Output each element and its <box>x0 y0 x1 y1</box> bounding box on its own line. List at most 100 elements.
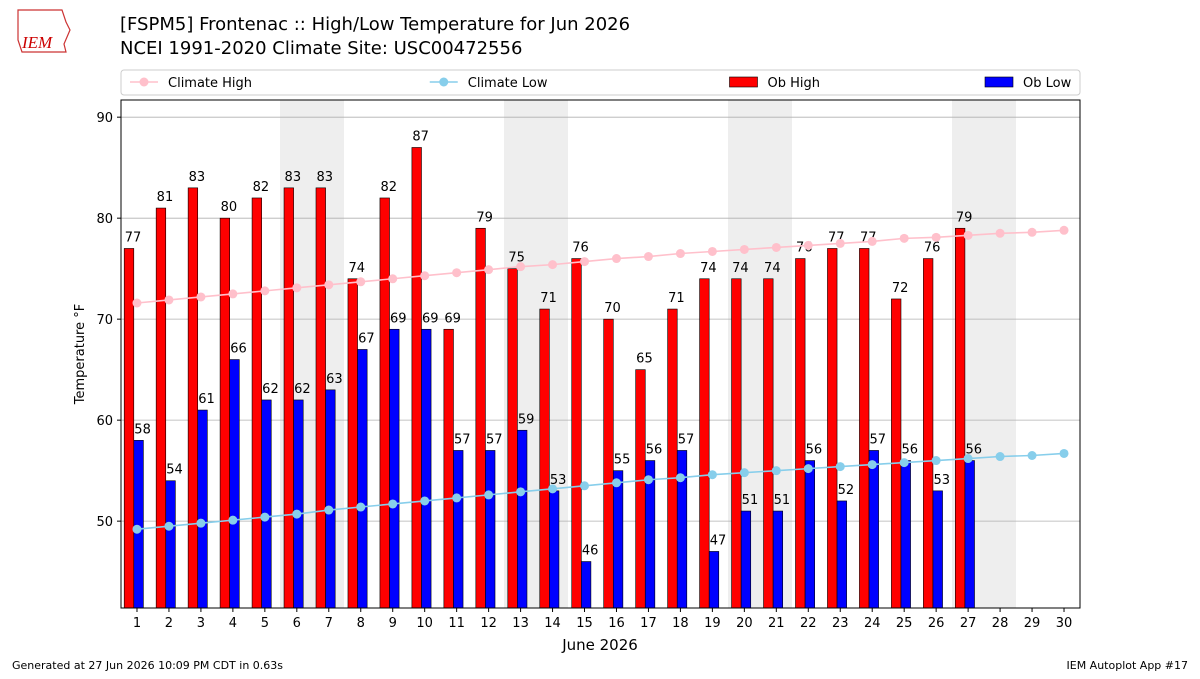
x-tick-label: 30 <box>1056 616 1073 631</box>
bar-label: 57 <box>486 432 503 447</box>
bar <box>772 510 784 609</box>
bar-label: 55 <box>614 453 631 468</box>
x-tick-label: 8 <box>357 616 365 631</box>
point <box>452 268 462 278</box>
x-tick-label: 17 <box>640 616 657 631</box>
point <box>835 238 845 248</box>
point <box>580 481 590 491</box>
point <box>196 292 206 302</box>
y-tick-label: 50 <box>96 515 113 530</box>
bar <box>229 359 240 609</box>
x-tick-label: 20 <box>736 616 753 631</box>
logo-outline <box>17 9 71 53</box>
bar-label: 79 <box>956 210 973 225</box>
bar <box>955 227 966 609</box>
point <box>675 473 685 483</box>
legend-label: Ob Low <box>1023 76 1072 91</box>
point <box>963 230 973 240</box>
x-tick-label: 26 <box>928 616 945 631</box>
bar <box>804 460 815 609</box>
bar-label: 52 <box>838 483 855 498</box>
bar <box>667 308 678 609</box>
bar-label: 72 <box>892 281 909 296</box>
x-tick-label: 10 <box>416 616 433 631</box>
bar-label: 83 <box>285 170 302 185</box>
x-tick-label: 11 <box>448 616 465 631</box>
point <box>963 454 973 464</box>
bar <box>795 258 806 609</box>
x-tick-label: 9 <box>389 616 397 631</box>
y-tick-label: 90 <box>96 111 113 126</box>
x-tick-label: 18 <box>672 616 689 631</box>
bar <box>539 308 550 609</box>
plot-frame <box>120 99 1081 609</box>
x-tick-label: 29 <box>1024 616 1041 631</box>
point <box>356 502 366 512</box>
point <box>707 246 717 256</box>
point <box>420 496 430 506</box>
x-tick-label: 27 <box>960 616 977 631</box>
x-axis-label: June 2026 <box>561 636 638 654</box>
bar-label: 54 <box>166 463 183 478</box>
bar <box>507 268 518 609</box>
bar-label: 83 <box>317 170 334 185</box>
bar-label: 62 <box>294 382 311 397</box>
x-tick-label: 24 <box>864 616 881 631</box>
point <box>643 475 653 485</box>
bar <box>731 278 742 609</box>
bar-label: 83 <box>189 170 206 185</box>
point <box>707 470 717 480</box>
point <box>803 240 813 250</box>
bar-label: 69 <box>422 311 439 326</box>
bar-label: 67 <box>358 331 375 346</box>
point <box>132 298 142 308</box>
point <box>899 458 909 468</box>
bar <box>827 248 838 609</box>
bar <box>411 147 422 609</box>
x-tick-label: 1 <box>133 616 141 631</box>
x-tick-label: 3 <box>197 616 205 631</box>
bar-label: 56 <box>902 443 919 458</box>
point <box>132 524 142 534</box>
footer-right: IEM Autoplot App #17 <box>1067 659 1189 672</box>
legend-swatch <box>729 76 758 88</box>
bar <box>293 399 304 609</box>
x-tick-label: 6 <box>293 616 301 631</box>
point <box>452 493 462 503</box>
bar <box>964 460 975 609</box>
point <box>516 487 526 497</box>
point <box>260 512 270 522</box>
bar <box>891 298 902 609</box>
point <box>548 484 558 494</box>
bar-label: 81 <box>157 190 174 205</box>
point <box>867 236 877 246</box>
bar-label: 62 <box>262 382 279 397</box>
bar-label: 82 <box>253 180 270 195</box>
point <box>675 249 685 259</box>
point <box>164 295 174 305</box>
chart-title: [FSPM5] Frontenac :: High/Low Temperatur… <box>120 14 630 35</box>
bar-label: 80 <box>221 200 238 215</box>
point <box>292 509 302 519</box>
bar <box>165 480 176 609</box>
bar-label: 53 <box>933 473 950 488</box>
point <box>484 265 494 275</box>
bar-label: 69 <box>390 311 407 326</box>
bar <box>155 207 167 609</box>
point <box>388 499 398 509</box>
x-tick-label: 15 <box>576 616 593 631</box>
bar-label: 57 <box>678 432 695 447</box>
point <box>931 232 941 242</box>
x-tick-label: 14 <box>544 616 561 631</box>
bar <box>900 460 911 609</box>
bar <box>443 328 454 609</box>
x-tick-label: 16 <box>608 616 625 631</box>
point <box>548 260 558 270</box>
footer-left: Generated at 27 Jun 2026 10:09 PM CDT in… <box>12 659 283 672</box>
point <box>611 478 621 488</box>
point <box>867 460 877 470</box>
bar <box>315 187 326 609</box>
point <box>228 289 238 299</box>
point <box>643 252 653 262</box>
point <box>1027 227 1037 237</box>
